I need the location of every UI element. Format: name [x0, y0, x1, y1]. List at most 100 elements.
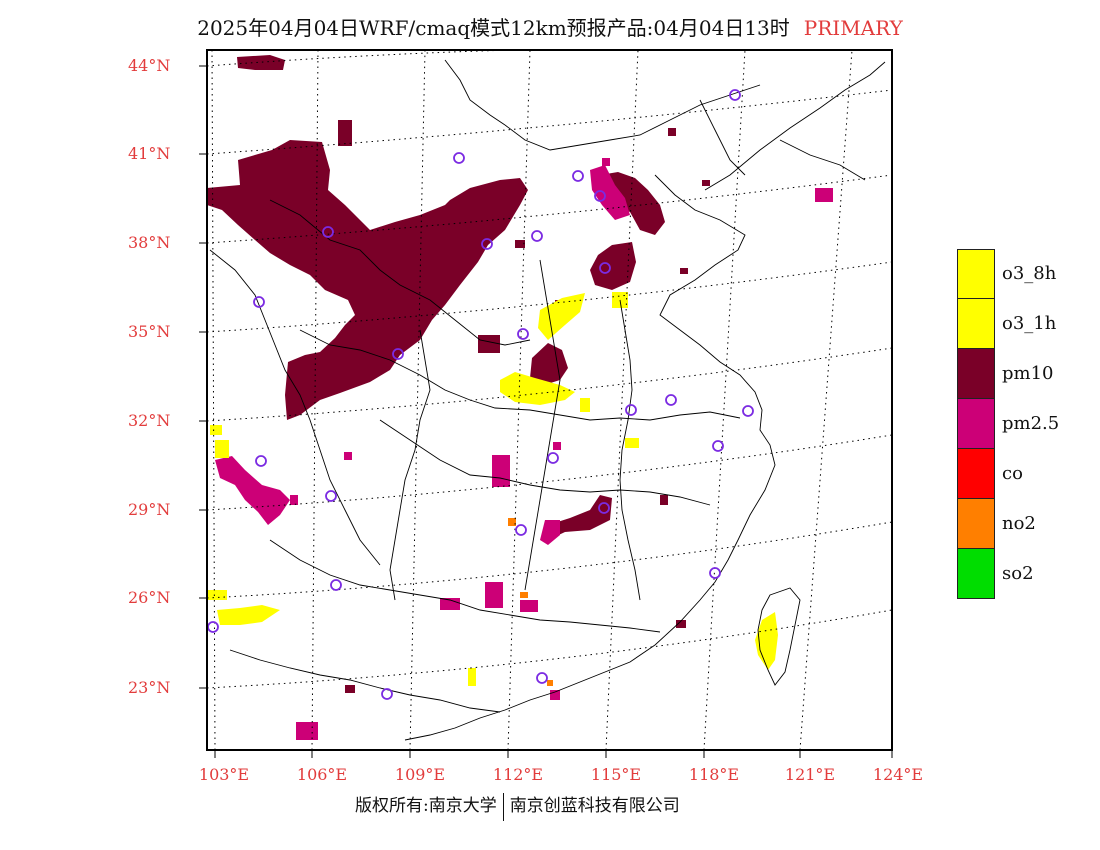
pm25-spot-11 [602, 158, 610, 166]
lon-label-112: 112°E [492, 765, 544, 784]
lat-label-23: 23°N [128, 678, 171, 697]
station-marker [481, 238, 493, 250]
province-lines-9 [209, 249, 381, 566]
pm25-spot-3 [440, 598, 460, 610]
lat-label-41: 41°N [128, 144, 171, 163]
lon-label-121: 121°E [784, 765, 836, 784]
no2-spot-2 [520, 592, 528, 598]
copyright-footer: 版权所有:南京大学 南京创蓝科技有限公司 [355, 791, 680, 821]
pm25-spot-8 [290, 495, 298, 505]
legend-label: pm10 [1002, 363, 1054, 384]
lat-label-44: 44°N [128, 56, 171, 75]
legend-swatch [957, 499, 995, 549]
pm10-spot-4 [345, 685, 355, 693]
station-marker [330, 579, 342, 591]
lon-line-103 [211, 50, 216, 750]
lon-label-115: 115°E [590, 765, 642, 784]
station-marker [665, 394, 677, 406]
station-marker [709, 567, 721, 579]
pm25-spot-2 [485, 582, 503, 608]
legend-label: o3_8h [1002, 263, 1057, 284]
legend-label: o3_1h [1002, 313, 1057, 334]
map-content [207, 50, 892, 750]
station-marker [712, 440, 724, 452]
province-lines-4 [269, 539, 661, 633]
primary-tag: PRIMARY [803, 16, 903, 40]
map-title-text: 2025年04月04日WRF/cmaq模式12km预报产品:04月04日13时 [197, 16, 790, 40]
pm25-areas [215, 158, 833, 740]
pm10-areas [207, 55, 710, 693]
o3-area-taiwan [755, 612, 778, 670]
province-lines-10 [229, 649, 501, 713]
province-lines-12 [699, 99, 866, 181]
taiwan-outline [757, 587, 801, 686]
o3-spot-6 [625, 438, 639, 448]
lat-label-32: 32°N [128, 411, 171, 430]
station-marker [729, 89, 741, 101]
station-marker [453, 152, 465, 164]
legend-swatch [957, 399, 995, 449]
o3-spot-4 [215, 440, 229, 458]
map-title: 2025年04月04日WRF/cmaq模式12km预报产品:04月04日13时 P… [0, 12, 1100, 41]
station-marker [207, 621, 219, 633]
lon-line-118 [703, 50, 746, 750]
station-marker [572, 170, 584, 182]
lon-line-121 [799, 50, 853, 750]
legend-label: pm2.5 [1002, 413, 1060, 434]
legend-swatch [957, 549, 995, 599]
legend-swatch [957, 349, 995, 399]
station-marker [536, 672, 548, 684]
lat-line-23 [207, 609, 892, 689]
province-lines-5 [389, 329, 431, 601]
lat-label-26: 26°N [128, 588, 171, 607]
no2-spot-1 [508, 518, 516, 526]
station-marker [531, 230, 543, 242]
pm10-area-hubei [548, 495, 612, 540]
pm25-area-hunan [540, 520, 560, 545]
lon-label-124: 124°E [872, 765, 924, 784]
graticule [207, 50, 892, 750]
pm25-spot-1 [492, 455, 510, 487]
lon-label-106: 106°E [296, 765, 348, 784]
pm10-spot-1 [338, 120, 352, 146]
pm25-spot-4 [520, 600, 538, 612]
o3-spot-3 [580, 398, 590, 412]
pm10-area-top [237, 55, 285, 70]
no2-spot-3 [547, 680, 553, 686]
no2-areas [508, 518, 553, 686]
lon-label-118: 118°E [688, 765, 740, 784]
copyright-left: 版权所有:南京大学 [355, 796, 497, 816]
province-lines-7 [619, 299, 641, 601]
pm10-spot-10 [676, 620, 686, 628]
pm25-spot-7 [344, 452, 352, 460]
legend-swatch [957, 299, 995, 349]
station-marker [625, 404, 637, 416]
pm10-spot-2 [478, 335, 500, 353]
o3-spot-1 [207, 590, 227, 600]
pm25-spot-9 [553, 442, 561, 450]
station-marker [517, 328, 529, 340]
pm10-spot-3 [660, 495, 668, 505]
pm10-spot-9 [515, 240, 525, 248]
axis-ticks [199, 65, 893, 758]
lon-line-106 [311, 50, 319, 750]
o3-area-yunnan [217, 605, 280, 625]
pm25-area-hebei [590, 165, 630, 220]
pm25-spot-10 [550, 690, 560, 700]
pm25-area-sichuan [215, 456, 290, 525]
lat-line-29 [207, 434, 892, 511]
pm25-spot-6 [296, 722, 318, 740]
station-marker [594, 190, 606, 202]
footer-divider [502, 792, 504, 821]
province-lines-11 [444, 59, 506, 126]
legend-swatch [957, 249, 995, 299]
pm10-spot-6 [680, 268, 688, 274]
station-marker [381, 688, 393, 700]
o3-area-shanxi [538, 293, 585, 340]
o3-spot-7 [210, 425, 222, 435]
coastline [404, 61, 886, 741]
station-marker [547, 452, 559, 464]
station-marker [255, 455, 267, 467]
station-marker [598, 502, 610, 514]
